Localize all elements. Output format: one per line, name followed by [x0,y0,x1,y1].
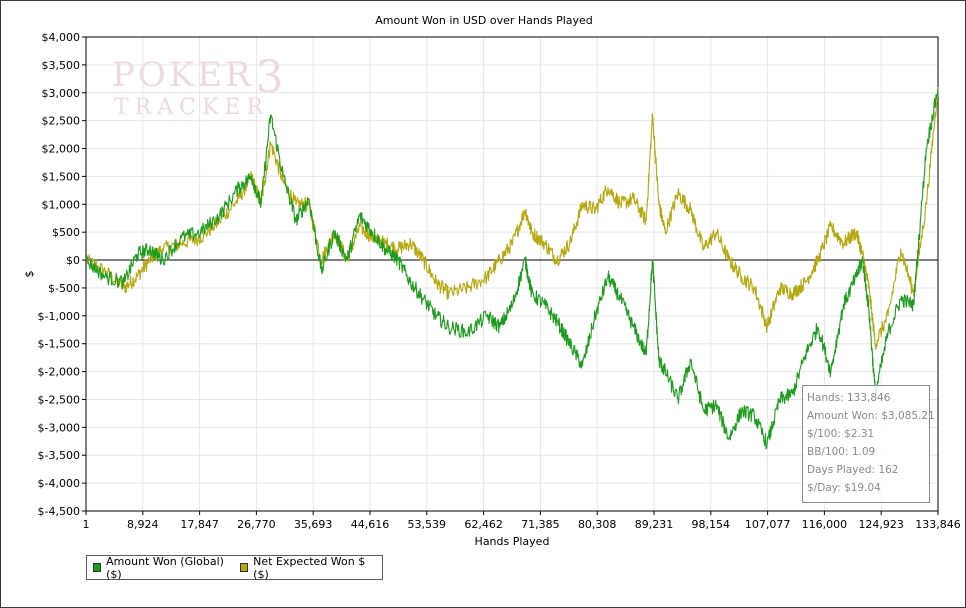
legend-item-net-expected-won[interactable]: Net Expected Won $ ($) [240,555,368,581]
stat-bb-per-100: BB/100: 1.09 [807,446,876,458]
x-tick-label: 89,231 [635,518,674,531]
x-tick-label: 53,539 [408,518,447,531]
y-tick-label: $-4,000 [38,477,80,490]
y-tick-label: $-1,500 [38,338,80,351]
x-tick-label: 8,924 [127,518,159,531]
y-axis: $4,000 $3,500 $3,000 $2,500 $2,000 $1,500 $1,0… [38,31,86,518]
stat-hands: Hands: 133,846 [807,392,891,404]
x-tick-label: 98,154 [692,518,731,531]
x-tick-label: 124,923 [858,518,904,531]
y-tick-label: $-500 [48,282,80,295]
x-tick-label: 133,846 [915,518,961,531]
legend-swatch-amount-won [93,563,102,572]
y-tick-label: $1,000 [42,198,81,211]
y-tick-label: $-2,000 [38,366,80,379]
y-tick-label: $4,000 [42,31,81,44]
y-tick-label: $-3,500 [38,449,80,462]
x-tick-label: 1 [83,518,90,531]
y-tick-label: $2,500 [42,115,81,128]
x-tick-label: 107,077 [745,518,791,531]
y-tick-label: $1,500 [42,170,81,183]
plot-area [85,36,939,512]
legend-swatch-net-expected-won [240,563,249,572]
y-axis-title: $ [23,271,36,278]
y-tick-label: $500 [52,226,80,239]
x-axis-title: Hands Played [475,535,550,548]
x-tick-label: 35,693 [294,518,333,531]
x-tick-label: 17,847 [180,518,219,531]
y-tick-label: $-3,000 [38,421,80,434]
x-tick-label: 44,616 [351,518,390,531]
stats-summary-box: Hands: 133,846 Amount Won: $3,085.21 $/1… [802,385,935,503]
legend-label-amount-won: Amount Won (Global) ($) [106,554,224,581]
x-tick-label: 26,770 [237,518,276,531]
pokertracker-watermark-logo: POKER3 TRACKER [112,52,287,121]
legend-label-net-expected-won: Net Expected Won $ ($) [253,554,366,581]
stat-dollars-per-day: $/Day: $19.04 [807,482,881,494]
chart-title: Amount Won in USD over Hands Played [375,14,593,27]
series-layer [85,87,939,450]
chart-legend: Amount Won (Global) ($) Net Expected Won… [86,555,383,581]
watermark-line2: TRACKER [114,95,270,120]
y-tick-label: $-4,500 [38,505,80,518]
legend-item-amount-won[interactable]: Amount Won (Global) ($) [93,555,226,581]
x-tick-label: 116,000 [802,518,848,531]
series-amount-won [85,87,939,450]
x-tick-label: 71,385 [521,518,560,531]
y-tick-label: $0 [66,254,80,267]
stat-dollars-per-100: $/100: $2.31 [807,428,875,440]
y-tick-label: $-2,500 [38,393,80,406]
y-tick-label: $2,000 [42,143,81,156]
x-tick-label: 62,462 [464,518,503,531]
y-tick-label: $3,500 [42,59,81,72]
stat-amount-won: Amount Won: $3,085.21 [807,410,935,422]
stat-days-played: Days Played: 162 [807,464,899,476]
x-axis: 1 8,924 17,847 26,770 35,693 44,616 53,539 62,4… [83,511,961,531]
watermark-line1: POKER3 [112,52,287,103]
x-tick-label: 80,308 [578,518,617,531]
y-tick-label: $3,000 [42,87,81,100]
series-line [85,87,939,450]
y-tick-label: $-1,000 [38,310,80,323]
